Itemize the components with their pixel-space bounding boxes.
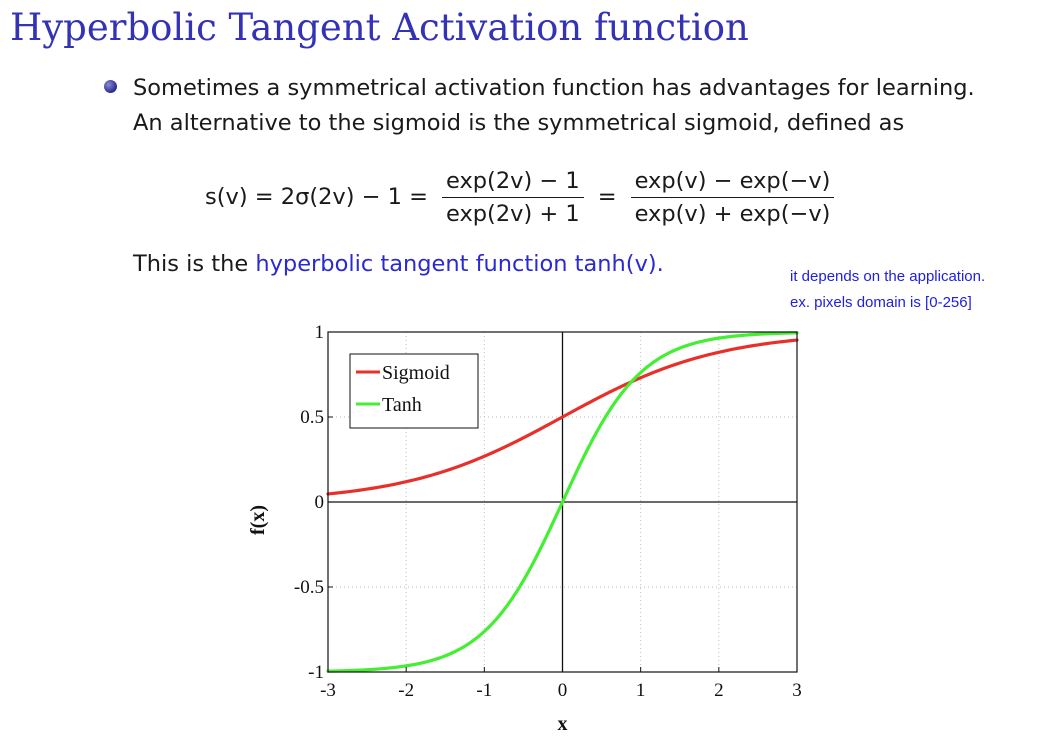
x-tick-label: 1 <box>636 680 646 701</box>
symmetric-sigmoid-formula: s(v) = 2σ(2v) − 1 = exp(2v) − 1 exp(2v) … <box>205 157 840 237</box>
y-axis-title: f(x) <box>247 505 269 535</box>
slide-title: Hyperbolic Tangent Activation function <box>10 6 749 49</box>
tanh-sentence: This is the hyperbolic tangent function … <box>133 251 664 277</box>
x-tick-label: 0 <box>558 680 568 701</box>
x-tick-label: 3 <box>792 680 802 701</box>
legend-label-tanh: Tanh <box>382 394 422 416</box>
fraction-1: exp(2v) − 1 exp(2v) + 1 <box>442 168 584 227</box>
tanh-prefix: This is the <box>133 251 256 277</box>
note-line-1: it depends on the application. <box>790 268 986 285</box>
bullet-line-1: Sometimes a symmetrical activation funct… <box>133 75 975 101</box>
series-line-tanh <box>326 331 799 673</box>
formula-equals: = <box>597 184 617 210</box>
series-line-sigmoid <box>326 338 799 496</box>
legend-box <box>349 353 479 429</box>
activation-chart: -3 -2 -1 0 1 2 3 1 0.5 0 -0.5 -1 x f(x) Sigmoid Tanh <box>247 322 802 735</box>
annotation-note: it depends on the application. ex. pixel… <box>790 264 1035 316</box>
bullet-text: Sometimes a symmetrical activation funct… <box>133 71 1013 141</box>
fraction-2-denominator: exp(v) + exp(−v) <box>634 200 831 227</box>
x-tick-label: 2 <box>714 680 724 701</box>
y-tick-label: 0.5 <box>300 407 324 428</box>
bullet-icon <box>104 80 117 93</box>
y-tick-label: -1 <box>308 662 324 683</box>
note-line-2: ex. pixels domain is [0-256] <box>790 294 972 311</box>
formula-lhs: s(v) = 2σ(2v) − 1 = <box>205 184 428 210</box>
x-tick-label: -3 <box>320 680 336 701</box>
x-tick-label: -1 <box>476 680 492 701</box>
fraction-1-numerator: exp(2v) − 1 <box>442 168 584 198</box>
y-tick-label: -0.5 <box>294 577 324 598</box>
fraction-1-denominator: exp(2v) + 1 <box>446 200 580 227</box>
y-tick-label: 1 <box>315 322 325 343</box>
x-axis-title: x <box>558 713 568 735</box>
bullet-line-2: An alternative to the sigmoid is the sym… <box>133 110 905 136</box>
fraction-2: exp(v) − exp(−v) exp(v) + exp(−v) <box>630 168 835 227</box>
tanh-highlight: hyperbolic tangent function tanh(v). <box>255 251 664 277</box>
legend-label-sigmoid: Sigmoid <box>382 362 450 384</box>
x-tick-label: -2 <box>398 680 414 701</box>
fraction-2-numerator: exp(v) − exp(−v) <box>630 168 835 198</box>
y-tick-label: 0 <box>315 492 325 513</box>
